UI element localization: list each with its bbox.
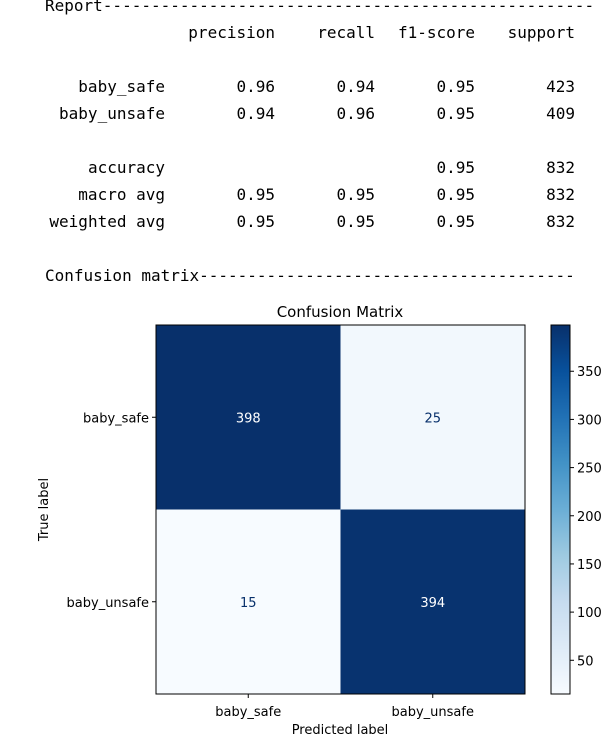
colorbar-tick-label: 50 — [577, 654, 594, 669]
cell-value-label: 394 — [420, 596, 445, 611]
report-cell-precision: 0.96 — [236, 77, 275, 96]
y-tick-label: baby_unsafe — [67, 596, 149, 611]
report-cell-precision: 0.94 — [236, 104, 275, 123]
heatmap-cell — [156, 509, 341, 694]
plot-frame — [155, 324, 526, 695]
report-cell-support: 832 — [546, 185, 575, 204]
chart-title: Confusion Matrix — [277, 303, 404, 321]
report-cell-recall: 0.96 — [336, 104, 375, 123]
y-axis-label: True label — [37, 478, 52, 542]
x-axis-label: Predicted label — [292, 723, 389, 738]
report-cell-precision: 0.95 — [236, 212, 275, 231]
colorbar-tick-label: 350 — [577, 365, 602, 380]
y-axis-ticks: baby_safe baby_unsafe — [67, 411, 156, 611]
colorbar-frame — [550, 324, 571, 695]
report-cell-support: 832 — [546, 212, 575, 231]
report-cell-recall: 0.94 — [336, 77, 375, 96]
report-cell-f1-score: 0.95 — [436, 77, 475, 96]
x-tick-label: baby_unsafe — [392, 705, 474, 720]
report-cell-support: 832 — [546, 158, 575, 177]
cell-value-label: 398 — [236, 411, 261, 426]
report-row-label: baby_unsafe — [59, 104, 165, 123]
report-cell-f1-score: 0.95 — [436, 104, 475, 123]
report-cell-recall: 0.95 — [336, 212, 375, 231]
colorbar-tick-label: 200 — [577, 510, 602, 525]
report-row-label: macro avg — [78, 185, 165, 204]
report-cell-precision: 0.95 — [236, 185, 275, 204]
heatmap-cells: 398 25 15 394 — [156, 325, 525, 694]
colorbar — [551, 325, 570, 694]
report-cell-support: 423 — [546, 77, 575, 96]
colorbar-tick-label: 100 — [577, 606, 602, 621]
heatmap-cell — [156, 325, 341, 510]
report-row-label: weighted avg — [49, 212, 165, 231]
column-header-precision: precision — [188, 23, 275, 42]
colorbar-tick-label: 150 — [577, 558, 602, 573]
colorbar-tick-label: 300 — [577, 413, 602, 428]
report-cell-f1-score: 0.95 — [436, 212, 475, 231]
report-header-line: Report----------------------------------… — [45, 0, 595, 15]
report-row-label: accuracy — [87, 158, 165, 177]
confusion-matrix-header-line: Confusion matrix------------------------… — [45, 266, 575, 285]
cell-value-label: 15 — [240, 596, 257, 611]
column-header-f1-score: f1-score — [397, 23, 475, 42]
column-header-recall: recall — [317, 23, 375, 42]
y-tick-label: baby_safe — [83, 411, 149, 426]
report-cell-f1-score: 0.95 — [436, 158, 475, 177]
colorbar-tick-label: 250 — [577, 462, 602, 477]
report-cell-support: 409 — [546, 104, 575, 123]
column-header-support: support — [507, 23, 575, 42]
report-row-label: baby_safe — [78, 77, 165, 96]
report-cell-recall: 0.95 — [336, 185, 375, 204]
x-tick-label: baby_safe — [215, 705, 281, 720]
x-axis-ticks: baby_safe baby_unsafe — [215, 694, 474, 720]
heatmap-cell — [340, 509, 525, 694]
report-cell-f1-score: 0.95 — [436, 185, 475, 204]
cell-value-label: 25 — [424, 411, 441, 426]
colorbar-ticks: 50 100 150 200 250 300 350 — [570, 365, 602, 669]
heatmap-cell — [340, 325, 525, 510]
